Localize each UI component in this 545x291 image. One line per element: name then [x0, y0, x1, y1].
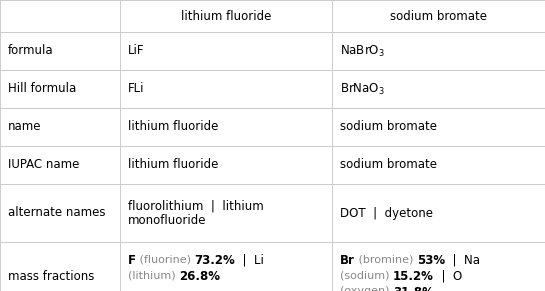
- Bar: [332, 108, 545, 146]
- Text: Br: Br: [340, 254, 355, 267]
- Bar: [120, 146, 332, 184]
- Text: 26.8%: 26.8%: [179, 270, 220, 283]
- Text: name: name: [8, 120, 41, 134]
- Text: lithium fluoride: lithium fluoride: [181, 10, 271, 22]
- Bar: [0, 242, 120, 291]
- Bar: [332, 70, 545, 108]
- Text: BrNaO$_{3}$: BrNaO$_{3}$: [340, 81, 385, 97]
- Text: sodium bromate: sodium bromate: [390, 10, 487, 22]
- Text: IUPAC name: IUPAC name: [8, 159, 80, 171]
- Bar: [0, 146, 120, 184]
- Text: sodium bromate: sodium bromate: [340, 120, 437, 134]
- Text: fluorolithium  |  lithium
monofluoride: fluorolithium | lithium monofluoride: [128, 199, 264, 227]
- Text: 31.8%: 31.8%: [393, 286, 434, 291]
- Text: LiF: LiF: [128, 45, 144, 58]
- Text: NaBrO$_{3}$: NaBrO$_{3}$: [340, 43, 385, 58]
- Bar: [120, 242, 332, 291]
- Bar: [120, 70, 332, 108]
- Bar: [332, 32, 545, 70]
- Bar: [0, 70, 120, 108]
- Text: |  Na: | Na: [445, 254, 480, 267]
- Text: mass fractions: mass fractions: [8, 269, 94, 283]
- Text: (fluorine): (fluorine): [136, 254, 195, 264]
- Bar: [332, 0, 545, 32]
- Text: sodium bromate: sodium bromate: [340, 159, 437, 171]
- Text: lithium fluoride: lithium fluoride: [128, 159, 219, 171]
- Text: (oxygen): (oxygen): [340, 286, 393, 291]
- Bar: [0, 0, 120, 32]
- Text: (bromine): (bromine): [355, 254, 417, 264]
- Text: formula: formula: [8, 45, 53, 58]
- Bar: [0, 108, 120, 146]
- Text: (lithium): (lithium): [128, 270, 179, 280]
- Text: DOT  |  dyetone: DOT | dyetone: [340, 207, 433, 219]
- Text: lithium fluoride: lithium fluoride: [128, 120, 219, 134]
- Bar: [332, 146, 545, 184]
- Text: 73.2%: 73.2%: [195, 254, 235, 267]
- Text: FLi: FLi: [128, 83, 144, 95]
- Bar: [332, 184, 545, 242]
- Bar: [120, 184, 332, 242]
- Text: |  Li: | Li: [235, 254, 264, 267]
- Text: Hill formula: Hill formula: [8, 83, 76, 95]
- Bar: [120, 108, 332, 146]
- Bar: [0, 32, 120, 70]
- Bar: [332, 242, 545, 291]
- Text: |  O: | O: [434, 270, 462, 283]
- Bar: [120, 32, 332, 70]
- Bar: [120, 0, 332, 32]
- Text: 53%: 53%: [417, 254, 445, 267]
- Text: alternate names: alternate names: [8, 207, 106, 219]
- Text: 15.2%: 15.2%: [393, 270, 434, 283]
- Bar: [0, 184, 120, 242]
- Text: F: F: [128, 254, 136, 267]
- Text: (sodium): (sodium): [340, 270, 393, 280]
